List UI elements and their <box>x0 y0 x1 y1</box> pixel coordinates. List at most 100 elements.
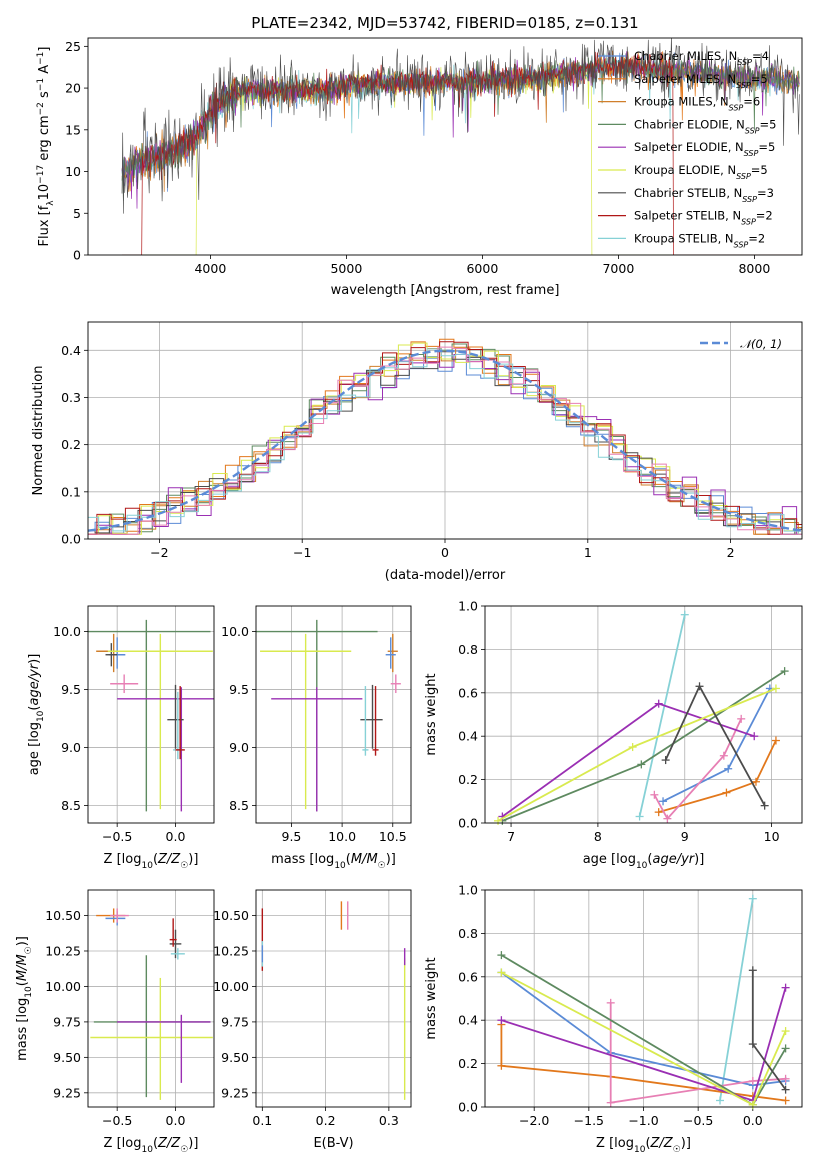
x-tick-label: 7 <box>507 829 515 844</box>
weight-line-chabrier-miles <box>500 971 786 1087</box>
x-tick-label: 0.2 <box>316 1113 336 1128</box>
spectrum-line-salpeter-stelib <box>122 51 800 255</box>
mass-vs-metallicity-panel: −0.5 0.0 9.25 9.50 9.75 10.00 10.25 10.50 Z [log… <box>15 889 215 1155</box>
y-tick-label: 0.0 <box>458 816 478 831</box>
x-tick-label: 5000 <box>330 261 362 276</box>
weight-line-pink <box>653 718 743 821</box>
x-tick-label: −1 <box>293 545 311 560</box>
y-tick-label: 1.0 <box>458 883 478 898</box>
x-axis-label: wavelength [Angstrom, rest frame] <box>331 283 560 298</box>
age-vs-metallicity-panel: −0.5 0.0 8.5 9.0 9.5 10.0 Z [log10(Z/Z☉)] age [… <box>27 605 215 871</box>
x-tick-label: 0.0 <box>743 1113 763 1128</box>
mass-weight-vs-age-panel: 7 8 9 10 0.0 0.2 0.4 0.6 0.8 1.0 age [log10(age/yr… <box>424 599 803 871</box>
x-tick-label: −0.5 <box>683 1113 713 1128</box>
normal-curve <box>88 349 802 532</box>
y-tick-label: 0.2 <box>61 437 81 452</box>
axes-frame <box>484 605 803 824</box>
weight-line-kroupa-stelib <box>719 898 754 1101</box>
y-tick-label: 10 <box>65 164 81 179</box>
x-tick-label: 6000 <box>466 261 498 276</box>
axes-frame <box>255 889 412 1108</box>
figure-title: PLATE=2342, MJD=53742, FIBERID=0185, z=0… <box>251 14 638 32</box>
y-axis-label: mass weight <box>424 957 439 1039</box>
weight-lines <box>494 610 789 825</box>
x-tick-label: 9 <box>681 829 689 844</box>
y-tick-label: 0.6 <box>458 685 478 700</box>
y-tick-label: 9.75 <box>221 1014 249 1029</box>
errorbars <box>88 619 214 812</box>
histogram-salpeter-stelib <box>88 341 802 535</box>
x-tick-label: 0 <box>441 545 449 560</box>
y-tick-label: 9.0 <box>229 740 249 755</box>
legend-label: Chabrier STELIB, NSSP=3 <box>634 186 774 204</box>
errorbars <box>90 908 213 1100</box>
y-tick-label: 25 <box>65 39 81 54</box>
x-axis-label: age [log10(age/yr)] <box>583 852 705 871</box>
x-tick-label: 10.5 <box>379 829 407 844</box>
weight-line-salpeter-elodie <box>501 702 755 818</box>
y-tick-label: 9.0 <box>61 740 81 755</box>
x-tick-label: 0.0 <box>166 1113 186 1128</box>
histogram-kroupa-stelib <box>88 348 802 535</box>
y-tick-label: 0.8 <box>458 926 478 941</box>
x-axis-label: (data-model)/error <box>385 568 506 583</box>
residual-histogram-panel: −2 −1 0 1 2 0.0 0.1 0.2 0.3 0.4 (data-model)/error… <box>31 321 803 583</box>
x-axis-label: Z [log10(Z/Z☉)] <box>104 1136 199 1155</box>
y-tick-label: 0.1 <box>61 484 81 499</box>
legend-label: Salpeter ELODIE, NSSP=5 <box>634 140 775 158</box>
y-tick-label: 20 <box>65 81 81 96</box>
weight-line-pink <box>609 1002 786 1104</box>
y-tick-label: 0.4 <box>458 729 478 744</box>
x-tick-label: 8000 <box>738 261 770 276</box>
y-tick-label: 0.2 <box>458 772 478 787</box>
legend-label: Kroupa STELIB, NSSP=2 <box>634 231 765 249</box>
x-tick-label: 9.5 <box>282 829 302 844</box>
histogram-pink <box>88 346 802 535</box>
legend-label: 𝒩(0, 1) <box>740 337 782 351</box>
axes-frame <box>484 889 803 1108</box>
spectrum-line-chabrier-stelib <box>121 38 800 214</box>
legend-label: Chabrier ELODIE, NSSP=5 <box>634 117 776 135</box>
x-tick-label: 1 <box>584 545 592 560</box>
weight-line-chabrier-stelib <box>664 684 766 807</box>
legend-label: Salpeter STELIB, NSSP=2 <box>634 209 773 227</box>
axes-frame <box>87 37 803 256</box>
y-tick-label: 10.00 <box>45 979 81 994</box>
x-tick-label: 0.3 <box>379 1113 399 1128</box>
y-tick-label: 8.5 <box>229 798 249 813</box>
weight-line-kroupa-stelib <box>638 614 686 817</box>
spectrum-panel: 4000 5000 6000 7000 8000 0 5 10 15 20 25 wavelength… <box>36 37 803 298</box>
x-axis-label: mass [log10(M/M☉)] <box>271 852 396 871</box>
y-tick-label: 10.0 <box>221 624 249 639</box>
mass-weight-vs-metallicity-panel: −2.0 −1.5 −1.0 −0.5 0.0 0.0 0.2 0.4 0.6 0.8 1.0 Z [… <box>424 883 803 1155</box>
y-tick-label: 1.0 <box>458 599 478 614</box>
x-tick-label: −0.5 <box>102 829 132 844</box>
y-tick-label: 8.5 <box>61 798 81 813</box>
weight-line-chabrier-stelib <box>751 970 787 1091</box>
y-tick-label: 9.75 <box>53 1014 81 1029</box>
y-axis-label: mass [log10(M/M☉)] <box>15 936 34 1061</box>
y-tick-label: 5 <box>73 206 81 221</box>
legend-label: Chabrier MILES, NSSP=4 <box>634 49 769 67</box>
y-tick-label: 9.25 <box>221 1085 249 1100</box>
y-tick-label: 10.25 <box>45 943 81 958</box>
y-tick-label: 0 <box>73 248 81 263</box>
y-axis-label: age [log10(age/yr)] <box>27 654 46 776</box>
x-axis-label: Z [log10(Z/Z☉)] <box>596 1136 691 1155</box>
x-tick-label: 7000 <box>602 261 634 276</box>
x-tick-label: −2.0 <box>519 1113 549 1128</box>
legend-label: Kroupa MILES, NSSP=6 <box>634 95 760 113</box>
weight-line-salpeter-miles <box>658 740 777 813</box>
legend-label: Kroupa ELODIE, NSSP=5 <box>634 163 768 181</box>
y-tick-label: 10.50 <box>45 908 81 923</box>
x-tick-label: −1.0 <box>628 1113 658 1128</box>
weight-lines <box>497 894 790 1109</box>
y-tick-label: 9.50 <box>53 1050 81 1065</box>
errorbars <box>256 619 401 812</box>
x-tick-label: 0.0 <box>166 829 186 844</box>
x-tick-label: −2 <box>150 545 168 560</box>
x-axis-label: Z [log10(Z/Z☉)] <box>104 852 199 871</box>
y-tick-label: 0.2 <box>458 1056 478 1071</box>
x-axis-label: E(B-V) <box>313 1136 353 1151</box>
